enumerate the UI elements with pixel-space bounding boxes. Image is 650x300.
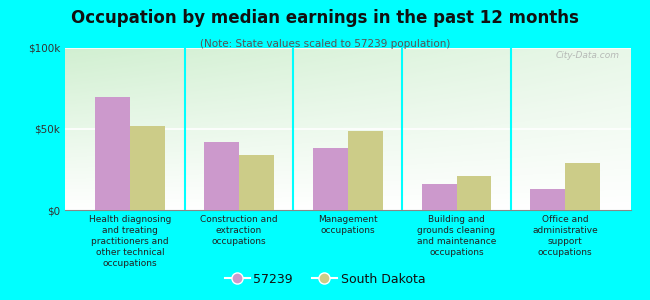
- Text: City-Data.com: City-Data.com: [555, 51, 619, 60]
- Text: Occupation by median earnings in the past 12 months: Occupation by median earnings in the pas…: [71, 9, 579, 27]
- Bar: [96, 97, 130, 210]
- Bar: [348, 130, 383, 210]
- Bar: [530, 189, 566, 210]
- Text: (Note: State values scaled to 57239 population): (Note: State values scaled to 57239 popu…: [200, 39, 450, 49]
- Bar: [422, 184, 456, 210]
- Legend: 57239, South Dakota: 57239, South Dakota: [220, 268, 430, 291]
- Bar: [204, 142, 239, 210]
- Bar: [456, 176, 491, 210]
- Bar: [130, 126, 165, 210]
- Bar: [239, 155, 274, 210]
- Bar: [313, 148, 348, 210]
- Bar: [566, 163, 600, 210]
